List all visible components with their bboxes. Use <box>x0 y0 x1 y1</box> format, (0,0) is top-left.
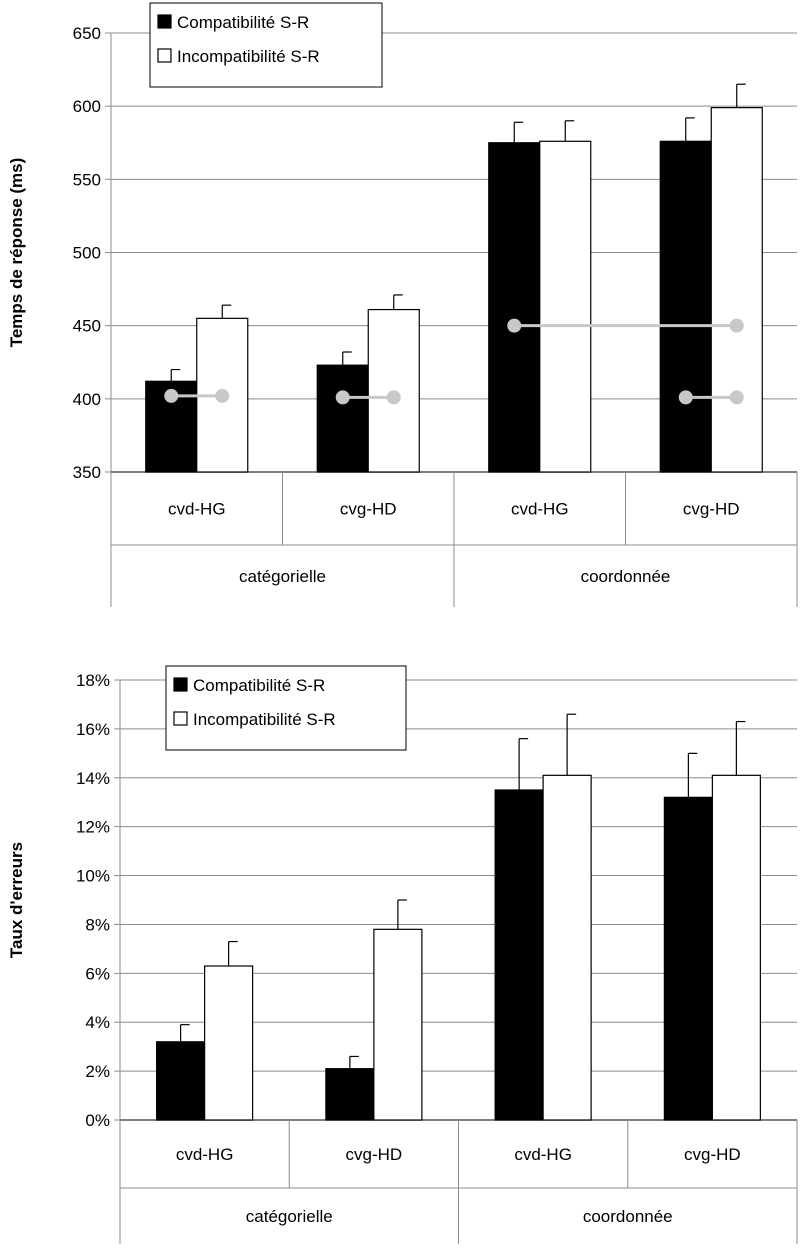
rt-chart: 350 400 450 500 550 600 650 Temps de réponse (m… <box>7 2 798 607</box>
legend-swatch-incompatible <box>157 48 172 63</box>
legend-box <box>149 2 383 88</box>
group-label: catégorielle <box>239 567 326 586</box>
bar-compatible <box>488 142 541 473</box>
group-label: coordonnée <box>583 1207 673 1226</box>
bar-incompatible <box>373 928 423 1121</box>
y-tick-label: 18% <box>76 671 110 690</box>
y-tick-label: 4% <box>85 1013 110 1032</box>
y-tick-label: 12% <box>76 818 110 837</box>
bar-compatible <box>494 789 544 1121</box>
y-axis-title: Temps de réponse (ms) <box>7 158 26 348</box>
x-tick-label: cvd-HG <box>514 1145 572 1164</box>
y-tick-label: 400 <box>73 390 101 409</box>
annotation-dot <box>729 390 744 405</box>
bar-incompatible <box>539 140 592 473</box>
bar-incompatible <box>711 774 761 1121</box>
y-tick-label: 2% <box>85 1062 110 1081</box>
x-tick-label: cvg-HD <box>684 1145 741 1164</box>
legend-swatch-incompatible <box>173 711 188 726</box>
group-label: catégorielle <box>246 1207 333 1226</box>
legend-swatch-compatible <box>157 14 172 29</box>
y-tick-label: 6% <box>85 964 110 983</box>
bar-compatible <box>156 1041 206 1121</box>
annotation-dot <box>215 388 230 403</box>
bar-compatible <box>316 364 369 473</box>
y-tick-label: 16% <box>76 720 110 739</box>
legend-box <box>165 665 407 751</box>
y-tick-label: 550 <box>73 170 101 189</box>
annotation-dot <box>729 318 744 333</box>
annotation-dot <box>507 318 522 333</box>
legend-label: Compatibilité S-R <box>177 13 309 32</box>
bar-incompatible <box>204 965 254 1121</box>
x-tick-label: cvd-HG <box>168 500 226 519</box>
y-tick-label: 0% <box>85 1111 110 1130</box>
bar-compatible <box>325 1068 375 1121</box>
x-tick-label: cvd-HG <box>511 500 569 519</box>
legend-label: Compatibilité S-R <box>193 676 325 695</box>
x-tick-label: cvg-HD <box>346 1145 403 1164</box>
y-tick-label: 650 <box>73 24 101 43</box>
x-tick-label: cvd-HG <box>176 1145 234 1164</box>
bar-compatible <box>663 796 713 1121</box>
y-tick-label: 10% <box>76 867 110 886</box>
y-tick-label: 450 <box>73 317 101 336</box>
annotation-dot <box>164 388 179 403</box>
y-tick-label: 500 <box>73 244 101 263</box>
legend-label: Incompatibilité S-R <box>193 710 336 729</box>
bar-incompatible <box>542 774 592 1121</box>
legend-label: Incompatibilité S-R <box>177 47 320 66</box>
bar-incompatible <box>710 107 763 473</box>
y-tick-label: 14% <box>76 769 110 788</box>
annotation-dot <box>386 390 401 405</box>
annotation-dot <box>678 390 693 405</box>
x-tick-label: cvg-HD <box>683 500 740 519</box>
legend-swatch-compatible <box>173 677 188 692</box>
annotation-dot <box>335 390 350 405</box>
group-label: coordonnée <box>581 567 671 586</box>
x-tick-label: cvg-HD <box>340 500 397 519</box>
y-tick-label: 600 <box>73 97 101 116</box>
y-tick-label: 8% <box>85 915 110 934</box>
y-tick-label: 350 <box>73 463 101 482</box>
bar-compatible <box>659 140 712 473</box>
error-chart: 0% 2% 4% 6% 8% 10% 12% 14% 16% 18% Taux d'erreurs c… <box>7 665 798 1244</box>
y-axis-title: Taux d'erreurs <box>7 842 26 958</box>
